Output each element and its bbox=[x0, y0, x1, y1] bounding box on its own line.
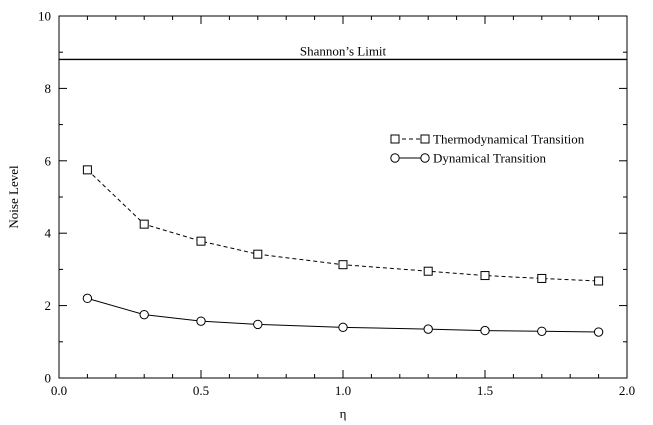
legend-dynamical-marker bbox=[420, 153, 430, 163]
thermodynamical-transition-point bbox=[253, 249, 263, 259]
thermodynamical-transition-point bbox=[196, 236, 206, 246]
legend-thermodynamical-marker bbox=[420, 134, 430, 144]
dynamical-transition-point bbox=[537, 326, 547, 337]
thermodynamical-transition-point bbox=[594, 276, 604, 286]
x-tick-label: 1.0 bbox=[335, 383, 351, 398]
y-tick-label: 2 bbox=[45, 298, 52, 313]
legend-thermodynamical-marker bbox=[390, 134, 400, 144]
thermodynamical-transition-point bbox=[480, 271, 490, 281]
thermodynamical-transition-point bbox=[82, 165, 92, 175]
y-tick-label: 10 bbox=[38, 9, 51, 24]
legend-thermodynamical-label: Thermodynamical Transition bbox=[433, 132, 585, 147]
thermodynamical-transition-point bbox=[139, 219, 149, 229]
y-tick-label: 6 bbox=[45, 153, 52, 168]
y-tick-label: 0 bbox=[45, 371, 52, 386]
dynamical-transition-point bbox=[338, 322, 348, 333]
dynamical-transition-point bbox=[139, 309, 149, 320]
x-tick-label: 0.5 bbox=[193, 383, 209, 398]
thermodynamical-transition-point bbox=[537, 273, 547, 283]
dynamical-transition-point bbox=[82, 293, 93, 304]
x-axis-label: η bbox=[340, 406, 347, 421]
legend-dynamical-label: Dynamical Transition bbox=[433, 151, 547, 166]
x-tick-label: 2.0 bbox=[619, 383, 635, 398]
x-tick-label: 1.5 bbox=[477, 383, 493, 398]
dynamical-transition-point bbox=[480, 325, 490, 336]
x-tick-label: 0.0 bbox=[51, 383, 67, 398]
thermodynamical-transition-point bbox=[338, 260, 348, 270]
y-tick-label: 8 bbox=[45, 81, 52, 96]
dynamical-transition-point bbox=[593, 327, 604, 337]
thermodynamical-transition-point bbox=[423, 266, 433, 276]
legend-dynamical-marker bbox=[390, 153, 400, 163]
y-axis-label: Noise Level bbox=[6, 165, 21, 229]
dynamical-transition-point bbox=[253, 319, 263, 330]
dynamical-transition-point bbox=[196, 316, 206, 326]
shannon-limit-label: Shannon’s Limit bbox=[300, 43, 387, 58]
y-tick-label: 4 bbox=[45, 226, 52, 241]
dynamical-transition-point bbox=[423, 324, 433, 334]
